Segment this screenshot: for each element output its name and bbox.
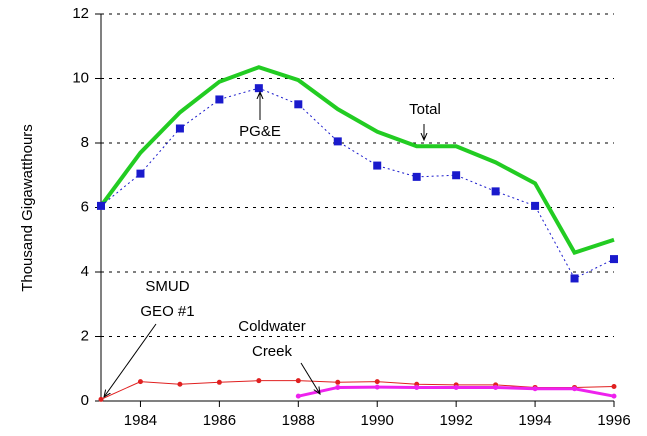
series-label: SMUD GEO #1 xyxy=(140,278,195,320)
point xyxy=(136,169,145,178)
x-tick-label: 1986 xyxy=(203,412,236,429)
point xyxy=(256,378,262,384)
label-arrow xyxy=(300,362,320,394)
point xyxy=(216,379,222,385)
y-axis-label: Thousand Gigawatthours xyxy=(19,124,36,292)
series-label: Coldwater Creek xyxy=(238,318,306,360)
point xyxy=(294,100,303,109)
point xyxy=(531,201,540,210)
point xyxy=(570,274,579,283)
series-label: Total xyxy=(409,101,441,118)
point xyxy=(373,161,382,170)
point xyxy=(175,124,184,133)
x-tick-label: 1990 xyxy=(361,412,394,429)
point xyxy=(295,393,301,399)
x-tick-label: 1996 xyxy=(597,412,630,429)
y-tick-label: 12 xyxy=(72,5,89,22)
y-tick-label: 0 xyxy=(81,392,89,409)
point xyxy=(532,386,538,392)
point xyxy=(491,187,500,196)
point xyxy=(572,386,578,392)
point xyxy=(414,384,420,390)
y-tick-label: 8 xyxy=(81,134,89,151)
point xyxy=(611,393,617,399)
point xyxy=(374,384,380,390)
y-tick-label: 4 xyxy=(81,263,89,280)
point xyxy=(295,378,301,384)
point xyxy=(335,384,341,390)
point xyxy=(215,95,224,104)
point xyxy=(374,379,380,385)
point xyxy=(412,172,421,181)
point xyxy=(137,379,143,385)
point xyxy=(98,396,104,402)
series-line xyxy=(99,65,615,256)
point xyxy=(452,171,461,180)
x-tick-label: 1992 xyxy=(439,412,472,429)
y-tick-label: 10 xyxy=(72,69,89,86)
y-tick-label: 2 xyxy=(81,327,89,344)
series-line xyxy=(100,380,615,400)
x-tick-label: 1984 xyxy=(124,412,157,429)
y-tick-label: 6 xyxy=(81,198,89,215)
point xyxy=(610,255,618,264)
point xyxy=(335,379,341,385)
point xyxy=(254,84,263,93)
point xyxy=(493,384,499,390)
label-arrow xyxy=(104,323,157,397)
point xyxy=(611,383,617,389)
x-tick-label: 1994 xyxy=(518,412,551,429)
series-line xyxy=(100,87,615,280)
point xyxy=(177,381,183,387)
x-tick-label: 1988 xyxy=(282,412,315,429)
point xyxy=(333,137,342,146)
series-label: PG&E xyxy=(239,123,281,140)
point xyxy=(453,384,459,390)
point xyxy=(97,201,105,210)
